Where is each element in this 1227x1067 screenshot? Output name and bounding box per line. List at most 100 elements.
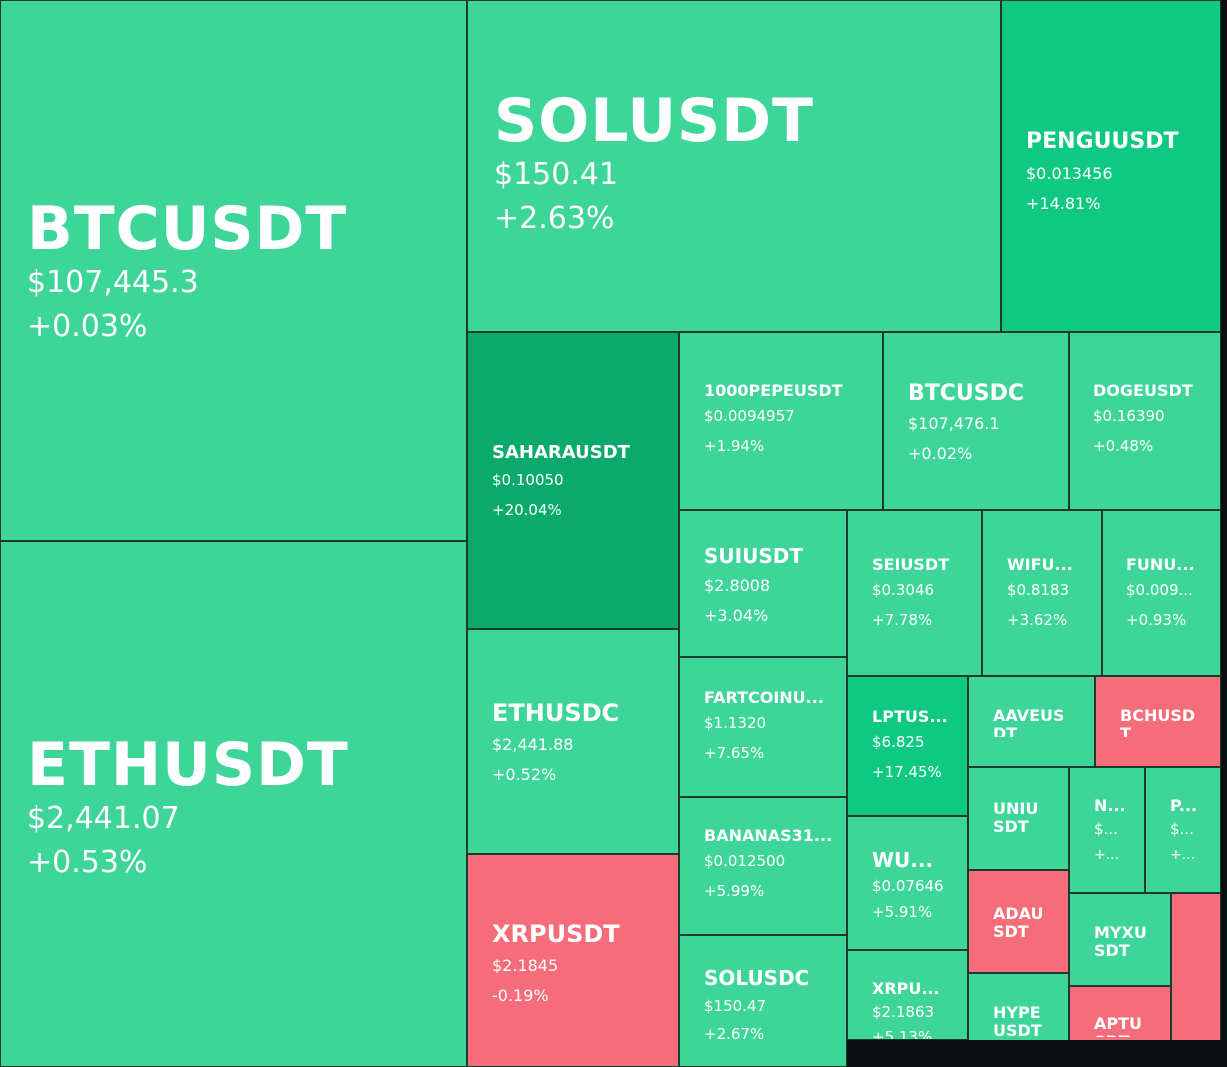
- tile-n-usdt[interactable]: N... $... +...: [1069, 767, 1145, 893]
- tile-symbol: LPTUS...: [872, 707, 948, 726]
- tile-symbol: P...: [1170, 796, 1198, 815]
- tile-xrpu-usdt[interactable]: XRPU... $2.1863 +5.13%: [847, 950, 968, 1040]
- tile-symbol: ADAU SDT: [993, 904, 1044, 941]
- tile-symbol: HYPE USDT: [993, 1003, 1042, 1040]
- tile-change: +0.03%: [27, 309, 148, 344]
- tile-change: +3.04%: [704, 606, 769, 625]
- tile-symbol: ETHUSDT: [27, 730, 349, 800]
- tile-change: +2.63%: [494, 201, 615, 236]
- tile-price: $0.009...: [1126, 581, 1193, 599]
- tile-price: $2,441.07: [27, 801, 180, 836]
- tile-change: -0.19%: [492, 986, 549, 1005]
- tile-price: $1.1320: [704, 714, 767, 732]
- tile-symbol: 1000PEPEUSDT: [704, 381, 843, 400]
- tile-symbol: SEIUSDT: [872, 555, 950, 574]
- tile-p-usdt[interactable]: P... $... +...: [1145, 767, 1221, 893]
- tile-price: $0.3046: [872, 581, 935, 599]
- tile-price: $150.41: [494, 157, 619, 192]
- tile-price: $...: [1170, 820, 1194, 838]
- tile-solusdt[interactable]: SOLUSDT $150.41 +2.63%: [467, 0, 1001, 332]
- tile-adausdt[interactable]: ADAU SDT: [968, 870, 1069, 973]
- tile-aaveusdt[interactable]: AAVEUS DT: [968, 676, 1095, 767]
- tile-change: +...: [1094, 847, 1120, 863]
- tile-price: $107,445.3: [27, 265, 199, 300]
- tile-symbol: XRPUSDT: [492, 920, 620, 948]
- tile-change: +0.02%: [908, 444, 973, 463]
- tile-price: $0.16390: [1093, 407, 1165, 425]
- tile-price: $2.1863: [872, 1003, 935, 1021]
- tile-price: $2.8008: [704, 576, 771, 595]
- tile-symbol: BTCUSDC: [908, 381, 1025, 406]
- tile-symbol: XRPU...: [872, 979, 940, 998]
- tile-funusdt[interactable]: FUNU... $0.009... +0.93%: [1102, 510, 1221, 676]
- tile-change: +17.45%: [872, 763, 942, 781]
- tile-symbol: PENGUUSDT: [1026, 129, 1179, 154]
- tile-bananas31usdt[interactable]: BANANAS31... $0.012500 +5.99%: [679, 797, 847, 935]
- tile-change: +20.04%: [492, 501, 562, 519]
- tile-penguusdt[interactable]: PENGUUSDT $0.013456 +14.81%: [1001, 0, 1221, 332]
- tile-change: +0.52%: [492, 765, 557, 784]
- tile-change: +2.67%: [704, 1025, 765, 1043]
- tile-change: +0.48%: [1093, 437, 1154, 455]
- tile-symbol: DOGEUSDT: [1093, 381, 1193, 400]
- tile-wu-usdt[interactable]: WU... $0.07646 +5.91%: [847, 816, 968, 950]
- tile-symbol: FUNU...: [1126, 555, 1195, 574]
- tile-uniusdt[interactable]: UNIU SDT: [968, 767, 1069, 870]
- tile-price: $0.012500: [704, 852, 786, 870]
- tile-dogeusdt[interactable]: DOGEUSDT $0.16390 +0.48%: [1069, 332, 1221, 510]
- tile-aptusdt[interactable]: APTU SDT: [1069, 986, 1171, 1041]
- tile-bchusdt[interactable]: BCHUSD T: [1095, 676, 1221, 767]
- tile-myxusdt[interactable]: MYXU SDT: [1069, 893, 1171, 986]
- tile-symbol: BANANAS31...: [704, 826, 833, 845]
- tile-symbol: SUIUSDT: [704, 544, 803, 568]
- tile-fartcoinusdt[interactable]: FARTCOINU... $1.1320 +7.65%: [679, 657, 847, 797]
- tile-change: +3.62%: [1007, 611, 1068, 629]
- tile-seiusdt[interactable]: SEIUSDT $0.3046 +7.78%: [847, 510, 982, 676]
- tile-symbol: BTCUSDT: [27, 194, 348, 264]
- tile-price: $0.07646: [872, 877, 944, 895]
- tile-price: $2.1845: [492, 956, 559, 975]
- tile-symbol: APTU SDT: [1094, 1015, 1143, 1037]
- tile-lptusdt[interactable]: LPTUS... $6.825 +17.45%: [847, 676, 968, 816]
- tile-change: +...: [1170, 847, 1196, 863]
- tile-price: $0.10050: [492, 471, 564, 489]
- tile-symbol: SOLUSDC: [704, 966, 810, 990]
- tile-price: $107,476.1: [908, 414, 1000, 433]
- tile-saharausdt[interactable]: SAHARAUSDT $0.10050 +20.04%: [467, 332, 679, 629]
- tile-btcusdc[interactable]: BTCUSDC $107,476.1 +0.02%: [883, 332, 1069, 510]
- tile-unlabeled[interactable]: [1171, 893, 1221, 1067]
- tile-symbol: ETHUSDC: [492, 699, 620, 727]
- tile-change: +5.91%: [872, 903, 933, 921]
- tile-change: +7.65%: [704, 744, 765, 762]
- tile-change: +5.13%: [872, 1028, 933, 1039]
- tile-symbol: UNIU SDT: [993, 799, 1039, 836]
- tile-symbol: FARTCOINU...: [704, 688, 824, 707]
- tile-symbol: SOLUSDT: [494, 86, 814, 156]
- right-edge-strip: [1221, 0, 1227, 1067]
- tile-ethusdt[interactable]: ETHUSDT $2,441.07 +0.53%: [0, 541, 467, 1067]
- tile-btcusdt[interactable]: BTCUSDT $107,445.3 +0.03%: [0, 0, 467, 541]
- tile-1000pepeusdt[interactable]: 1000PEPEUSDT $0.0094957 +1.94%: [679, 332, 883, 510]
- tile-symbol: BCHUSD T: [1120, 707, 1196, 737]
- tile-symbol: WIFU...: [1007, 555, 1073, 574]
- tile-suiusdt[interactable]: SUIUSDT $2.8008 +3.04%: [679, 510, 847, 657]
- tile-price: $0.0094957: [704, 407, 795, 425]
- tile-xrpusdt[interactable]: XRPUSDT $2.1845 -0.19%: [467, 854, 679, 1067]
- tile-price: $...: [1094, 820, 1118, 838]
- tile-change: +7.78%: [872, 611, 933, 629]
- tile-price: $150.47: [704, 997, 767, 1015]
- tile-solusdc[interactable]: SOLUSDC $150.47 +2.67%: [679, 935, 847, 1067]
- tile-change: +14.81%: [1026, 194, 1101, 213]
- tile-price: $2,441.88: [492, 735, 574, 754]
- tile-change: +5.99%: [704, 882, 765, 900]
- tile-change: +0.53%: [27, 845, 148, 880]
- tile-price: $0.8183: [1007, 581, 1070, 599]
- tile-symbol: SAHARAUSDT: [492, 442, 630, 463]
- tile-symbol: AAVEUS DT: [993, 707, 1063, 737]
- tile-wifusdt[interactable]: WIFU... $0.8183 +3.62%: [982, 510, 1102, 676]
- tile-symbol: MYXU SDT: [1094, 924, 1147, 956]
- tile-price: $6.825: [872, 733, 925, 751]
- tile-price: $0.013456: [1026, 164, 1113, 183]
- tile-ethusdc[interactable]: ETHUSDC $2,441.88 +0.52%: [467, 629, 679, 854]
